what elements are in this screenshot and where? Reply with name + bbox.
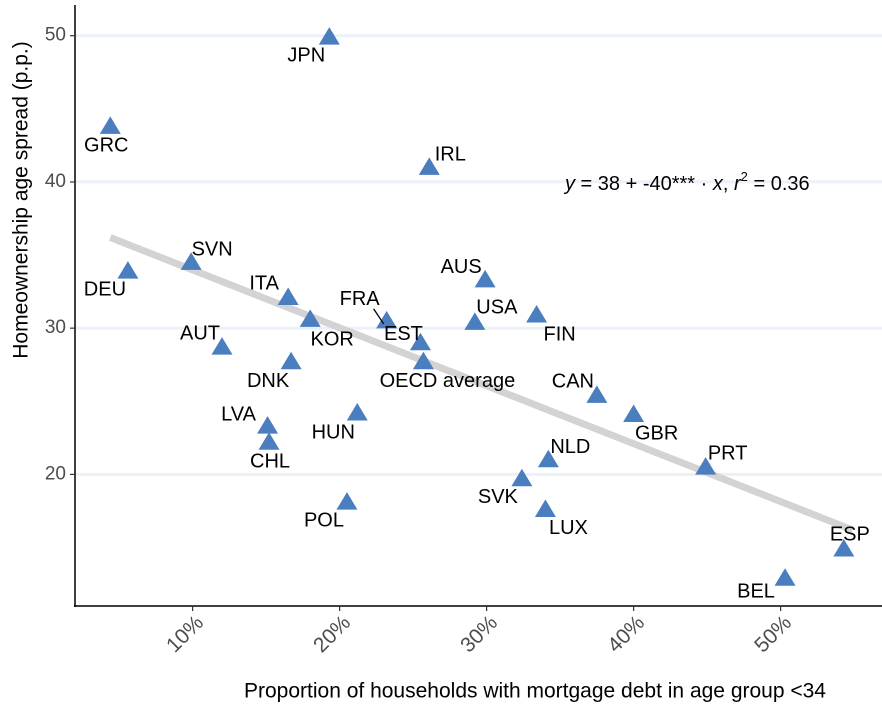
x-tick-label: 30% xyxy=(456,611,502,657)
point-label: DNK xyxy=(247,370,290,392)
point-label: OECD average xyxy=(380,370,516,392)
y-tick-label: 50 xyxy=(45,25,66,46)
point xyxy=(774,568,796,586)
point xyxy=(318,27,340,45)
y-tick-label: 30 xyxy=(45,317,66,338)
label-leader xyxy=(373,308,385,325)
y-axis-title: Homeownership age spread (p.p.) xyxy=(10,41,33,359)
annotation-part: r xyxy=(734,173,742,195)
annotation-part: = 0.36 xyxy=(748,173,810,195)
point-label: FRA xyxy=(340,288,381,310)
point-label: NLD xyxy=(550,436,590,458)
point xyxy=(695,457,717,475)
point-label: CAN xyxy=(552,371,594,393)
point xyxy=(586,385,608,403)
annotation-part: , xyxy=(723,173,734,195)
x-tick-label: 10% xyxy=(162,611,208,657)
point-label: ITA xyxy=(249,273,279,295)
point-label: CHL xyxy=(250,451,290,473)
point-label: KOR xyxy=(311,329,354,351)
point-label: POL xyxy=(304,509,344,531)
point xyxy=(280,351,302,370)
point xyxy=(534,499,556,517)
point xyxy=(299,309,321,327)
point xyxy=(474,269,496,288)
x-tick-label: 40% xyxy=(603,611,649,657)
point xyxy=(409,332,431,351)
point-label: USA xyxy=(476,297,518,319)
point-label: JPN xyxy=(287,44,325,66)
labels: JPN GRC IRL SVN DEU AUS ITA FRA KOR USA FIN EST AUT D… xyxy=(84,44,870,602)
x-tick-label: 20% xyxy=(309,611,355,657)
point xyxy=(464,312,486,330)
point xyxy=(537,449,559,468)
y-tick-label: 40 xyxy=(45,171,66,192)
trend-layer xyxy=(108,234,854,534)
point-label: DEU xyxy=(84,278,126,300)
point xyxy=(833,538,855,557)
point xyxy=(99,116,121,134)
point xyxy=(526,305,548,323)
point-label: BEL xyxy=(737,580,775,602)
point xyxy=(346,402,368,421)
point xyxy=(412,351,434,370)
point xyxy=(211,337,233,355)
point xyxy=(336,492,358,510)
point xyxy=(376,310,398,329)
point xyxy=(277,287,299,305)
point-label: GRC xyxy=(84,135,128,157)
point-label: EST xyxy=(384,323,423,345)
point xyxy=(418,157,440,175)
point-label: FIN xyxy=(543,323,575,345)
axes: 20 30 40 50 10% 20% 30% 40% 50% xyxy=(45,5,882,657)
grid xyxy=(75,34,882,476)
point-label: SVN xyxy=(192,239,233,261)
point-label: GBR xyxy=(635,423,678,445)
annotation-part: y xyxy=(563,173,576,195)
point-label: SVK xyxy=(478,486,519,508)
point xyxy=(180,252,202,270)
annotation: y = 38 + -40*** · x, r2 = 0.36 xyxy=(563,169,810,195)
annotation-part: = 38 + -40*** · xyxy=(575,173,713,195)
point xyxy=(258,432,280,450)
point xyxy=(117,261,139,279)
x-axis-title: Proportion of households with mortgage d… xyxy=(244,680,826,703)
point-label: PRT xyxy=(708,442,748,464)
point-label: LVA xyxy=(221,403,256,425)
point xyxy=(623,404,645,422)
points xyxy=(99,27,855,586)
trend-line xyxy=(108,234,854,534)
annotation-part: 2 xyxy=(741,169,748,184)
y-tick-label: 20 xyxy=(45,463,66,484)
point-label: AUS xyxy=(441,256,482,278)
point-label: AUT xyxy=(180,322,220,344)
point xyxy=(511,468,533,487)
point-label: LUX xyxy=(549,517,588,539)
point-label: ESP xyxy=(830,523,870,545)
x-tick-label: 50% xyxy=(750,611,796,657)
annotation-part: x xyxy=(712,173,724,195)
point-label: IRL xyxy=(435,144,466,166)
point xyxy=(257,416,279,434)
point-label: HUN xyxy=(312,421,355,443)
